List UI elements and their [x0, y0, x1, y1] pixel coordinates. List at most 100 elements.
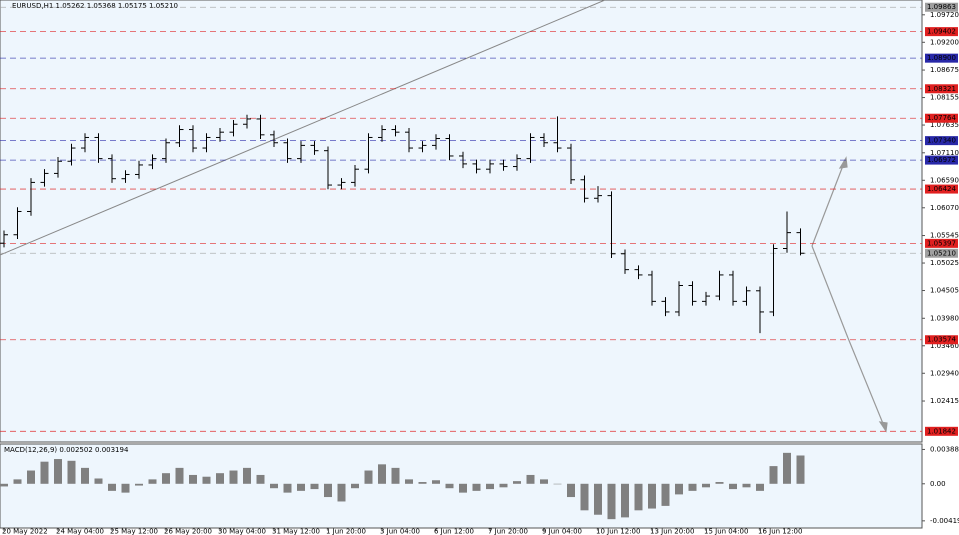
y-tick-label: 1.07635 — [930, 121, 959, 129]
macd-bar — [297, 483, 305, 491]
forecast-arrows — [811, 156, 888, 433]
level-box — [925, 155, 958, 165]
macd-bar — [499, 483, 508, 488]
macd-bar — [67, 460, 76, 484]
level-box — [925, 426, 958, 436]
level-box — [925, 184, 958, 194]
macd-bar — [243, 467, 251, 484]
level-box — [925, 248, 958, 258]
x-tick-label: 31 May 12:00 — [272, 528, 320, 535]
macd-bar — [108, 483, 116, 491]
macd-bar — [54, 459, 62, 484]
level-label: 1.06972 — [927, 156, 956, 164]
level-label: 1.07340 — [927, 137, 956, 145]
level-box — [925, 113, 958, 123]
level-label: 1.08900 — [927, 54, 956, 62]
macd-bar — [337, 483, 346, 502]
y-tick-label: 1.06070 — [930, 204, 959, 212]
macd-bar — [783, 452, 791, 484]
macd-bar — [148, 479, 157, 484]
macd-bar — [526, 474, 535, 484]
macd-bar — [459, 483, 467, 493]
y-tick-label: 1.02415 — [930, 397, 959, 405]
y-tick-label: 1.09720 — [930, 11, 959, 19]
macd-bar — [175, 467, 184, 484]
level-label: 1.09863 — [927, 3, 956, 11]
x-tick-label: 15 Jun 04:00 — [704, 528, 748, 535]
macd-bar — [0, 483, 8, 487]
y-tick-label: 1.04505 — [930, 287, 959, 295]
x-tick-label: 3 Jun 04:00 — [380, 528, 420, 535]
macd-bar — [553, 483, 562, 485]
level-label: 1.06424 — [927, 185, 956, 193]
x-tick-label: 7 Jun 20:00 — [488, 528, 528, 535]
x-tick-label: 26 May 20:00 — [164, 528, 212, 535]
x-tick-label: 9 Jun 04:00 — [542, 528, 582, 535]
y-tick-label: 1.03460 — [930, 342, 959, 350]
macd-bar — [351, 483, 359, 489]
level-box — [925, 84, 958, 94]
macd-bar — [324, 483, 332, 498]
macd-bar — [742, 483, 751, 488]
macd-bar — [621, 483, 629, 518]
macd-bar — [661, 483, 670, 506]
trend-line — [0, 0, 606, 256]
level-box — [925, 53, 958, 63]
macd-bar — [135, 483, 143, 486]
macd-bar — [229, 470, 238, 484]
macd-bar — [432, 480, 440, 484]
x-tick-label: 24 May 04:00 — [56, 528, 104, 535]
macd-bar — [715, 482, 724, 484]
level-label: 1.03574 — [927, 336, 956, 344]
x-tick-label: 30 May 04:00 — [218, 528, 266, 535]
macd-bar — [391, 467, 400, 484]
y-tick-label: 1.03980 — [930, 314, 959, 322]
macd-bar — [216, 473, 224, 484]
x-tick-label: 13 Jun 20:00 — [650, 528, 694, 535]
macd-bar — [567, 483, 575, 498]
macd-tick-label: 0.00 — [930, 480, 946, 488]
y-tick-label: 1.02940 — [930, 369, 959, 377]
macd-bar — [607, 483, 616, 520]
level-box — [925, 238, 958, 248]
macd-bar — [634, 483, 643, 511]
main-panel — [0, 0, 923, 443]
y-tick-label: 1.09200 — [930, 38, 959, 46]
macd-bar — [580, 483, 589, 511]
y-tick-label: 1.05025 — [930, 259, 959, 267]
macd-tick-label: 0.003884 — [930, 445, 959, 453]
level-label: 1.07764 — [927, 114, 956, 122]
x-tick-label: 25 May 12:00 — [110, 528, 158, 535]
macd-bar — [256, 474, 265, 484]
macd-bar — [594, 483, 602, 515]
y-tick-label: 1.05545 — [930, 232, 959, 240]
macd-bar — [445, 483, 454, 489]
macd-bar — [729, 483, 737, 490]
level-box — [925, 335, 958, 345]
level-label: 1.08321 — [927, 85, 956, 93]
level-label: 1.01842 — [927, 427, 956, 435]
macd-tick-label: -0.004191 — [930, 517, 959, 525]
x-tick-label: 20 May 2022 — [2, 528, 48, 535]
macd-bar — [121, 483, 130, 493]
macd-bar — [756, 483, 764, 491]
macd-bar — [486, 483, 494, 490]
macd-bar — [540, 479, 548, 484]
macd-bar — [189, 474, 197, 484]
level-label: 1.05397 — [927, 239, 956, 247]
macd-bar — [94, 478, 103, 484]
macd-bar — [513, 481, 521, 484]
macd-bar — [702, 483, 710, 488]
level-label: 1.09402 — [927, 28, 956, 36]
chart-title: EURUSD,H1 1.05262 1.05368 1.05175 1.0521… — [12, 2, 178, 10]
macd-bar — [364, 470, 373, 484]
y-tick-label: 1.06590 — [930, 176, 959, 184]
macd-bar — [283, 483, 292, 493]
macd-bar — [310, 483, 319, 490]
macd-bar — [675, 483, 683, 495]
macd-bar — [202, 476, 211, 484]
x-tick-label: 6 Jun 12:00 — [434, 528, 474, 535]
macd-bar — [378, 464, 386, 484]
macd-bar — [13, 479, 22, 484]
